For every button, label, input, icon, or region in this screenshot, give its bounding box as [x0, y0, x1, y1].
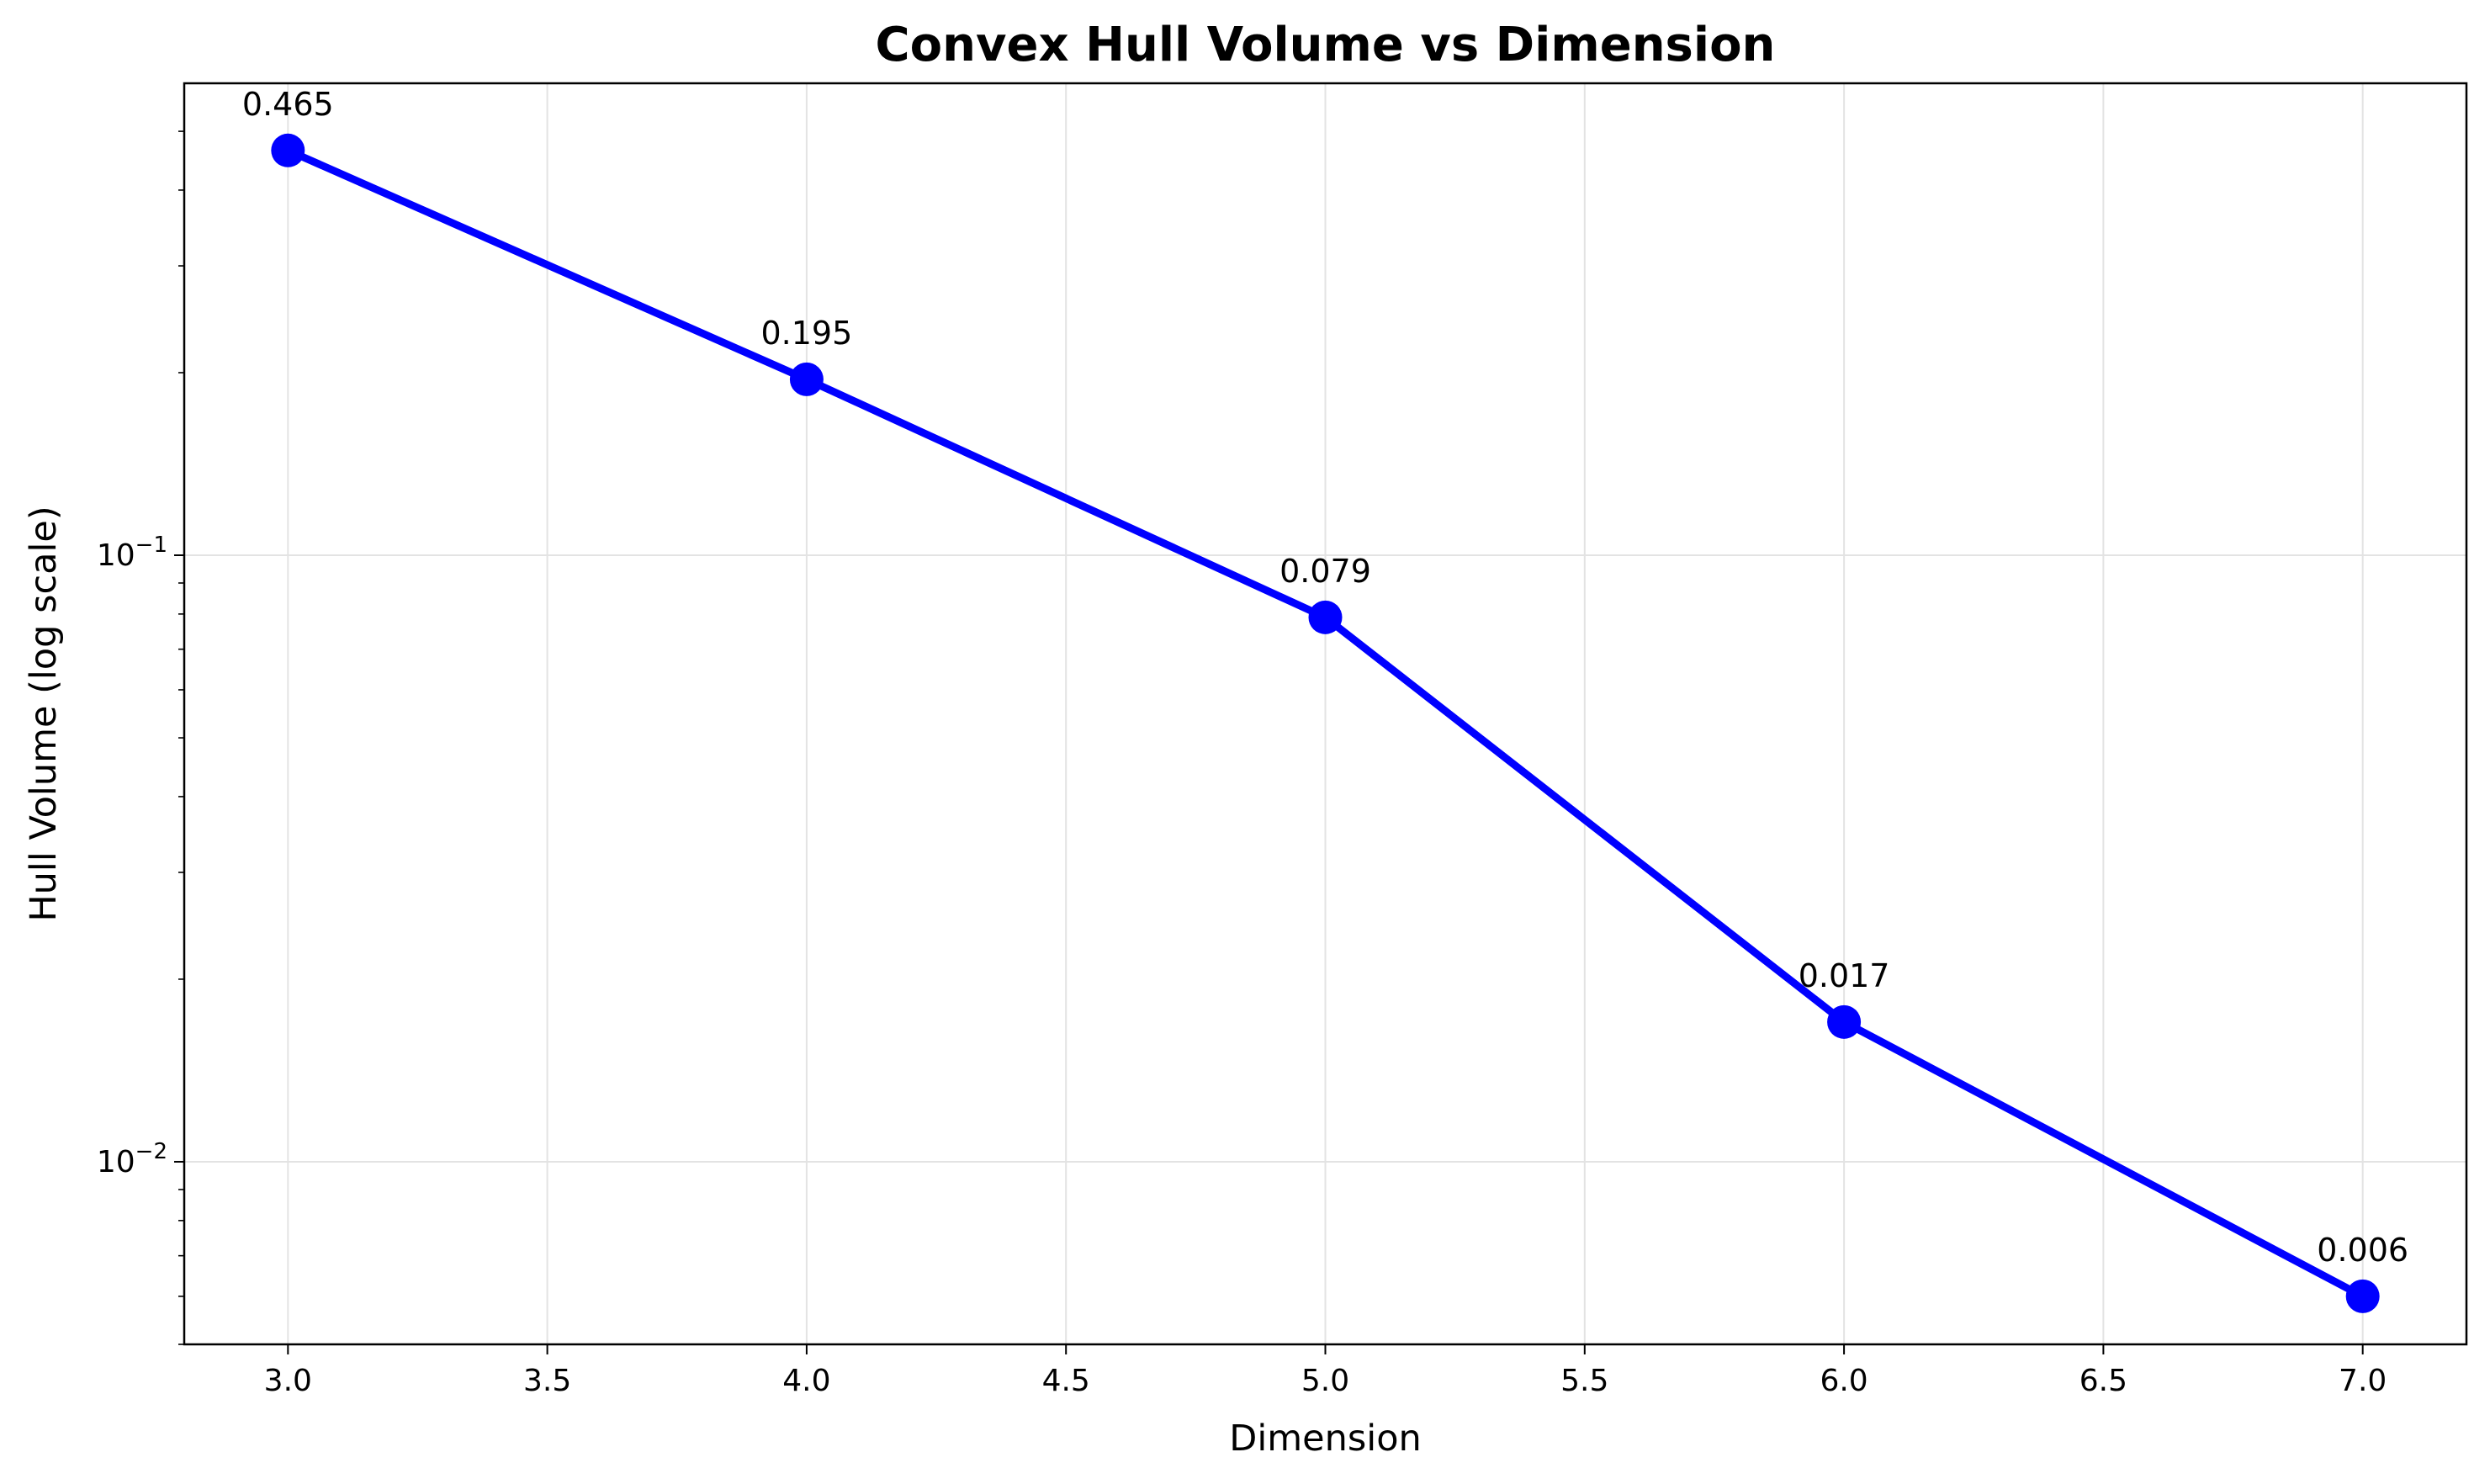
- data-point: [1308, 600, 1343, 634]
- x-tick-label: 3.5: [523, 1364, 571, 1398]
- data-point: [271, 133, 305, 167]
- y-tick-label: 10−2: [97, 1139, 167, 1179]
- plot-frame: [183, 82, 2468, 1346]
- x-tick-label: 5.0: [1301, 1364, 1349, 1398]
- y-axis-label: Hull Volume (log scale): [23, 506, 65, 921]
- data-label: 0.465: [242, 86, 334, 123]
- grid: [184, 83, 2466, 1344]
- data-label: 0.017: [1799, 957, 1890, 994]
- data-label: 0.006: [2317, 1232, 2408, 1269]
- chart-title: Convex Hull Volume vs Dimension: [876, 18, 1776, 72]
- y-tick-label: 10−1: [97, 533, 167, 573]
- x-tick-label: 4.5: [1042, 1364, 1090, 1398]
- x-tick-label: 7.0: [2339, 1364, 2387, 1398]
- x-axis-label: Dimension: [1229, 1418, 1422, 1460]
- data-label: 0.079: [1279, 553, 1371, 590]
- data-point: [789, 362, 824, 396]
- axis-ticks: 3.0 3.5 4.0 4.5 5.0 5.5 6.0 6.5 7.0 10−2 10−1: [97, 130, 2387, 1398]
- data-point: [1827, 1004, 1862, 1039]
- x-tick-label: 6.0: [1820, 1364, 1868, 1398]
- series-layer: 0.465 0.195 0.079 0.017 0.006: [242, 86, 2408, 1313]
- data-label: 0.195: [761, 315, 853, 352]
- data-point: [2345, 1279, 2380, 1313]
- x-tick-label: 5.5: [1560, 1364, 1608, 1398]
- x-tick-label: 6.5: [2079, 1364, 2127, 1398]
- x-tick-label: 4.0: [782, 1364, 830, 1398]
- x-tick-label: 3.0: [264, 1364, 312, 1398]
